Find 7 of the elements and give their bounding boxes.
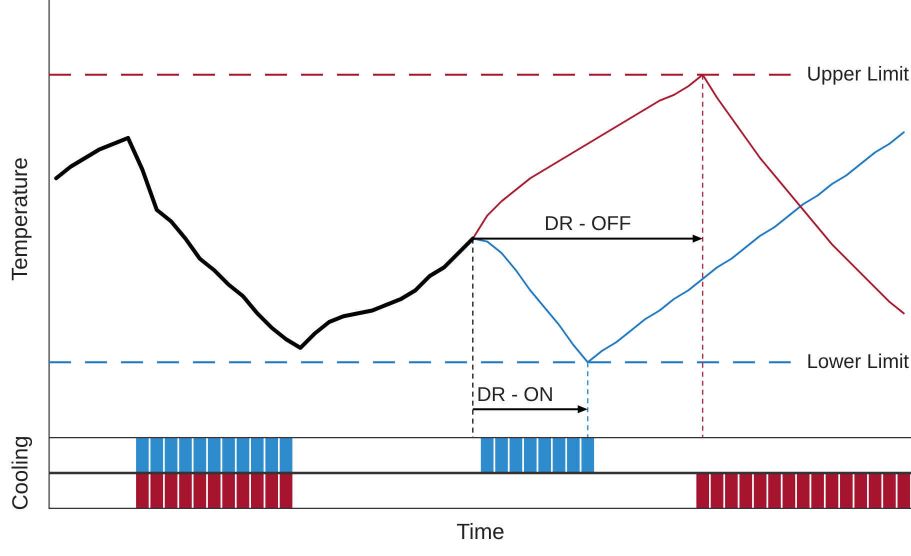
ref-line-label: Lower Limit bbox=[806, 350, 910, 373]
y-axis-title: Temperature bbox=[7, 156, 33, 280]
ref-line-label: Upper Limit bbox=[806, 63, 910, 86]
y-axis-title: Cooling bbox=[7, 436, 33, 510]
x-axis-title: Time bbox=[455, 518, 506, 545]
text: DR - ON bbox=[476, 384, 554, 406]
annotation: DR - OFF bbox=[544, 213, 632, 236]
